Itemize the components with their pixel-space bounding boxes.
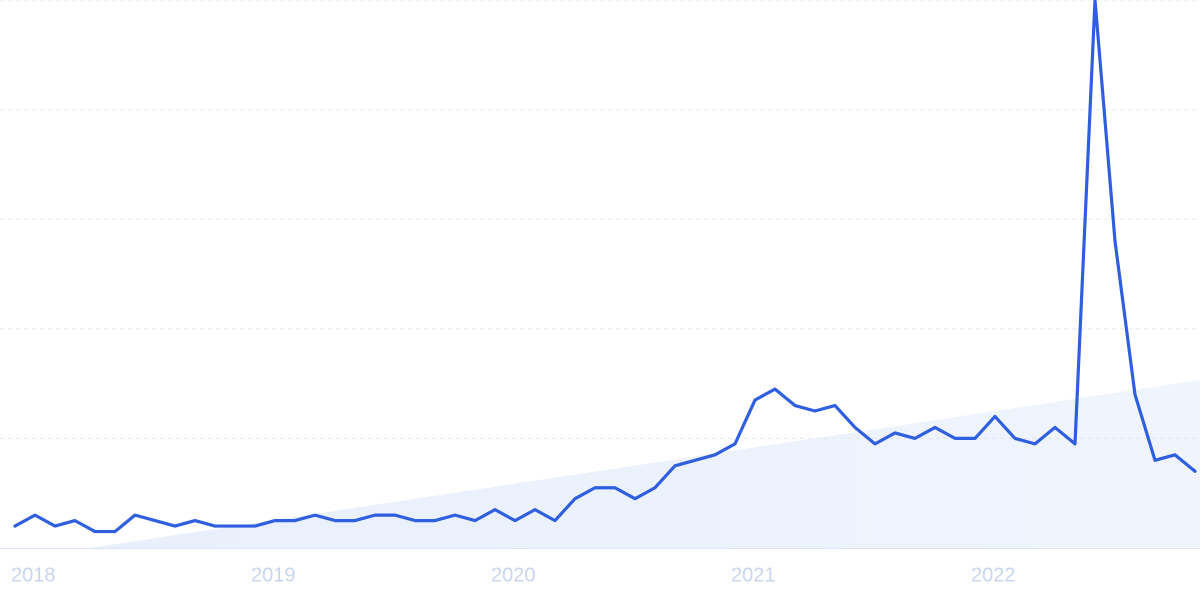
x-tick-label: 2018 — [11, 564, 56, 586]
data-line — [13, 0, 1197, 534]
grid — [0, 0, 1200, 549]
x-axis: 2018 2019 2020 2021 2022 — [11, 564, 1016, 586]
plot — [13, 0, 1197, 534]
trend-area — [90, 380, 1200, 548]
x-tick-label: 2021 — [731, 564, 776, 586]
x-tick-label: 2020 — [491, 564, 536, 586]
x-tick-label: 2022 — [971, 564, 1016, 586]
x-tick-label: 2019 — [251, 564, 296, 586]
